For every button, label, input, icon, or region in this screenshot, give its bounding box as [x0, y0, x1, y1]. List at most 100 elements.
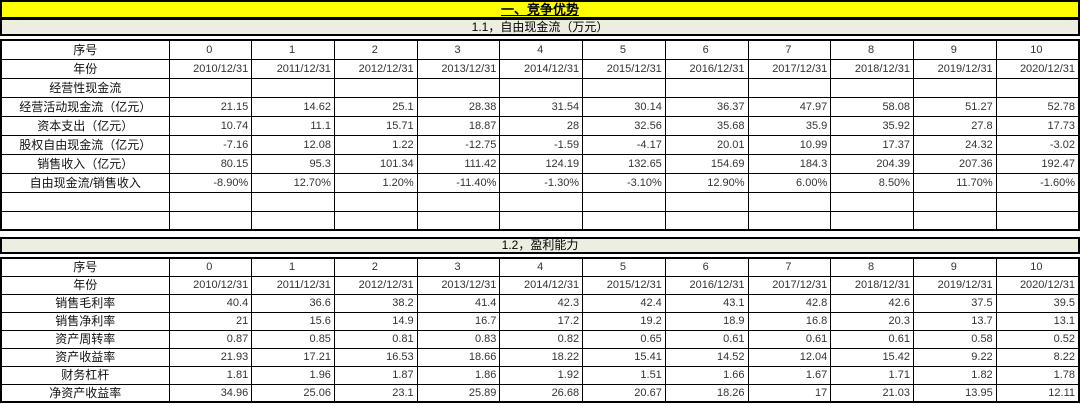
value-cell[interactable] [499, 210, 584, 231]
row-label-cell[interactable]: 年份 [0, 58, 170, 79]
value-cell[interactable]: 6.00% [747, 172, 832, 193]
value-cell[interactable]: 184.3 [747, 153, 832, 174]
value-cell[interactable]: 20.67 [582, 383, 666, 403]
value-cell[interactable]: 21.03 [830, 383, 914, 403]
row-label-cell[interactable]: 股权自由现金流（亿元） [0, 134, 170, 155]
row-label-cell[interactable] [0, 191, 170, 212]
value-cell[interactable]: 17.21 [251, 347, 335, 367]
value-cell[interactable]: 10.99 [747, 134, 832, 155]
value-cell[interactable]: 42.6 [830, 293, 914, 313]
value-cell[interactable]: -1.59 [499, 134, 584, 155]
year-cell[interactable]: 2020/12/31 [995, 58, 1080, 79]
value-cell[interactable]: 17.37 [830, 134, 914, 155]
value-cell[interactable]: 14.62 [251, 96, 335, 117]
value-cell[interactable]: 42.3 [499, 293, 584, 313]
value-cell[interactable]: 101.34 [333, 153, 418, 174]
row-label-cell[interactable]: 资产收益率 [0, 347, 170, 367]
value-cell[interactable]: 1.82 [912, 365, 997, 385]
row-label-cell[interactable]: 销售毛利率 [0, 293, 170, 313]
row-label-cell[interactable]: 销售净利率 [0, 311, 170, 331]
value-cell[interactable]: 42.8 [747, 293, 832, 313]
value-cell[interactable]: 26.68 [499, 383, 584, 403]
value-cell[interactable]: -7.16 [168, 134, 253, 155]
row-label-cell[interactable]: 净资产收益率 [0, 383, 170, 403]
index-cell[interactable]: 7 [747, 39, 832, 60]
row-label-cell[interactable]: 经营性现金流 [0, 77, 170, 98]
value-cell[interactable]: 12.08 [251, 134, 335, 155]
value-cell[interactable]: 1.67 [747, 365, 832, 385]
value-cell[interactable]: 21.93 [168, 347, 253, 367]
value-cell[interactable]: 39.5 [995, 293, 1080, 313]
value-cell[interactable]: 47.97 [747, 96, 832, 117]
value-cell[interactable]: -1.60% [995, 172, 1080, 193]
value-cell[interactable] [416, 77, 501, 98]
value-cell[interactable]: 20.01 [664, 134, 749, 155]
value-cell[interactable]: 21 [168, 311, 253, 331]
value-cell[interactable]: 15.42 [830, 347, 914, 367]
value-cell[interactable] [168, 77, 253, 98]
value-cell[interactable]: 154.69 [664, 153, 749, 174]
value-cell[interactable] [664, 77, 749, 98]
value-cell[interactable]: 25.06 [251, 383, 335, 403]
year-cell[interactable]: 2012/12/31 [333, 275, 418, 295]
value-cell[interactable]: 18.87 [416, 115, 501, 136]
value-cell[interactable]: 40.4 [168, 293, 253, 313]
index-cell[interactable]: 6 [664, 39, 749, 60]
section-heading-profitability[interactable]: 1.2，盈利能力 [0, 237, 1080, 254]
value-cell[interactable]: 204.39 [830, 153, 914, 174]
value-cell[interactable]: 15.41 [582, 347, 666, 367]
value-cell[interactable]: 16.7 [416, 311, 501, 331]
value-cell[interactable] [416, 191, 501, 212]
value-cell[interactable]: 18.26 [664, 383, 749, 403]
value-cell[interactable]: 80.15 [168, 153, 253, 174]
value-cell[interactable] [333, 210, 418, 231]
value-cell[interactable]: 41.4 [416, 293, 501, 313]
value-cell[interactable]: 25.1 [333, 96, 418, 117]
value-cell[interactable]: 111.42 [416, 153, 501, 174]
value-cell[interactable]: 52.78 [995, 96, 1080, 117]
value-cell[interactable]: 1.51 [582, 365, 666, 385]
value-cell[interactable]: 36.37 [664, 96, 749, 117]
index-cell[interactable]: 3 [416, 257, 501, 277]
value-cell[interactable] [168, 191, 253, 212]
index-cell[interactable]: 8 [830, 39, 914, 60]
row-label-cell[interactable]: 销售收入（亿元） [0, 153, 170, 174]
index-cell[interactable]: 1 [251, 39, 335, 60]
year-cell[interactable]: 2016/12/31 [664, 58, 749, 79]
value-cell[interactable]: 37.5 [912, 293, 997, 313]
index-cell[interactable]: 4 [499, 39, 584, 60]
value-cell[interactable] [499, 191, 584, 212]
value-cell[interactable]: 20.3 [830, 311, 914, 331]
value-cell[interactable] [333, 191, 418, 212]
value-cell[interactable]: 12.90% [664, 172, 749, 193]
value-cell[interactable]: 1.87 [333, 365, 418, 385]
year-cell[interactable]: 2011/12/31 [251, 275, 335, 295]
section-heading-free-cash-flow[interactable]: 1.1，自由现金流（万元） [0, 19, 1080, 36]
value-cell[interactable]: 0.65 [582, 329, 666, 349]
year-cell[interactable]: 2017/12/31 [747, 275, 832, 295]
value-cell[interactable] [664, 191, 749, 212]
value-cell[interactable]: 1.71 [830, 365, 914, 385]
value-cell[interactable]: 192.47 [995, 153, 1080, 174]
index-cell[interactable]: 5 [582, 257, 666, 277]
value-cell[interactable] [582, 77, 666, 98]
value-cell[interactable] [664, 210, 749, 231]
row-label-cell[interactable]: 财务杠杆 [0, 365, 170, 385]
value-cell[interactable]: 0.58 [912, 329, 997, 349]
value-cell[interactable]: 10.74 [168, 115, 253, 136]
value-cell[interactable]: 12.70% [251, 172, 335, 193]
value-cell[interactable]: 18.66 [416, 347, 501, 367]
value-cell[interactable]: 1.86 [416, 365, 501, 385]
value-cell[interactable]: 21.15 [168, 96, 253, 117]
value-cell[interactable]: 28.38 [416, 96, 501, 117]
value-cell[interactable]: 0.83 [416, 329, 501, 349]
row-label-cell[interactable]: 序号 [0, 39, 170, 60]
value-cell[interactable] [416, 210, 501, 231]
value-cell[interactable] [251, 77, 335, 98]
value-cell[interactable] [333, 77, 418, 98]
value-cell[interactable]: 32.56 [582, 115, 666, 136]
value-cell[interactable]: 9.22 [912, 347, 997, 367]
value-cell[interactable]: 25.89 [416, 383, 501, 403]
value-cell[interactable]: 8.22 [995, 347, 1080, 367]
value-cell[interactable]: -3.10% [582, 172, 666, 193]
